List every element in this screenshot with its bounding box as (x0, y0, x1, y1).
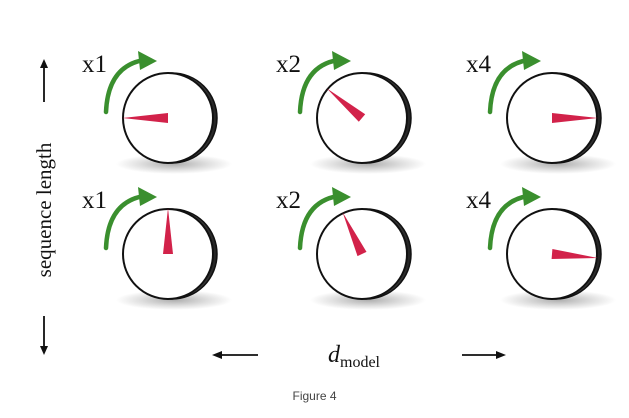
multiplier-label: x4 (466, 51, 492, 78)
dial-shadow (116, 290, 232, 310)
x-axis: dmodel (212, 342, 506, 371)
dial-grid: x1 x2 x4 x1 x2 x4 (82, 51, 616, 310)
x-axis-arrowhead-left (212, 351, 222, 359)
dial: x2 (276, 187, 426, 310)
dial: x4 (466, 51, 616, 174)
rotation-arrowhead-icon (522, 187, 541, 206)
multiplier-label: x2 (276, 187, 301, 214)
dial-shadow (500, 290, 616, 310)
rotation-arrowhead-icon (522, 51, 541, 70)
rotation-arrow-icon (297, 193, 341, 251)
clock-needle (163, 208, 173, 254)
dial: x1 (82, 187, 232, 310)
dial: x1 (82, 51, 232, 174)
x-axis-label-sub: model (340, 354, 381, 371)
rotation-arrow-icon (103, 57, 147, 115)
dial-shadow (310, 154, 426, 174)
clock-needle (552, 113, 598, 123)
multiplier-label: x1 (82, 187, 107, 214)
x-axis-label: dmodel (328, 342, 381, 371)
y-axis: sequence length (32, 59, 56, 355)
x-axis-arrowhead-right (496, 351, 506, 359)
rotation-arrow-icon (487, 57, 531, 115)
clock-needle (122, 113, 168, 123)
dial-shadow (310, 290, 426, 310)
rotation-arrowhead-icon (332, 51, 351, 70)
rotation-arrow-icon (297, 57, 341, 115)
dial-shadow (500, 154, 616, 174)
y-axis-label: sequence length (32, 142, 56, 277)
x-axis-label-main: d (328, 342, 341, 368)
dial: x2 (276, 51, 426, 174)
rotation-arrow-icon (103, 193, 147, 251)
rotation-arrowhead-icon (332, 187, 351, 206)
rotation-arrowhead-icon (138, 51, 157, 70)
rotation-arrow-icon (487, 193, 531, 251)
figure-caption: Figure 4 (292, 389, 337, 403)
clock-needle (342, 212, 367, 257)
clock-needle (326, 88, 366, 122)
clock-needle (551, 249, 598, 259)
dial: x4 (466, 187, 616, 310)
y-axis-arrowhead-down (40, 346, 48, 355)
multiplier-label: x2 (276, 51, 301, 78)
multiplier-label: x4 (466, 187, 492, 214)
multiplier-label: x1 (82, 51, 107, 78)
dial-shadow (116, 154, 232, 174)
rotation-arrowhead-icon (138, 187, 157, 206)
y-axis-arrowhead-up (40, 59, 48, 68)
